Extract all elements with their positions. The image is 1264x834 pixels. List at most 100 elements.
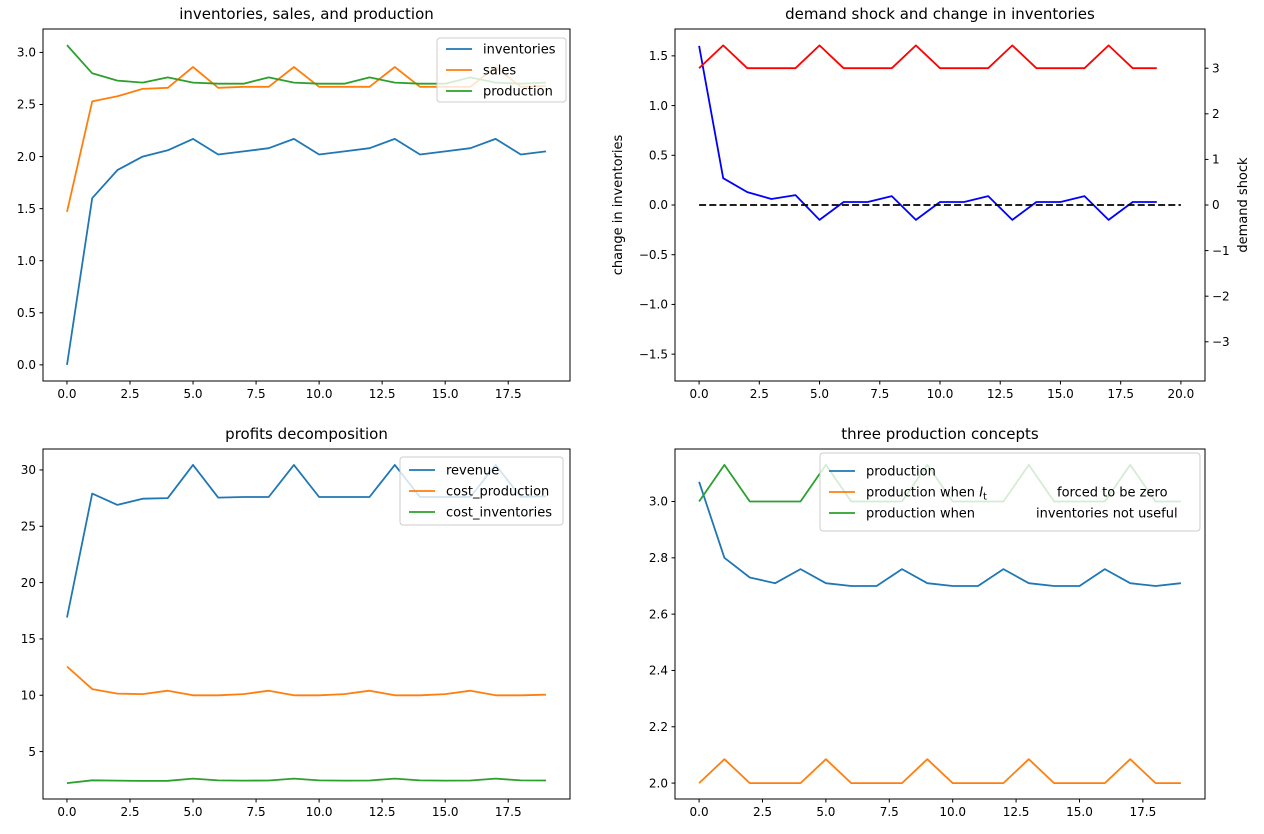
x-tick-label: 15.0 xyxy=(1066,805,1093,819)
y-tick-label: 2.8 xyxy=(649,551,668,565)
x-tick-label: 12.5 xyxy=(987,387,1014,401)
y-tick-label: 0.0 xyxy=(649,198,668,212)
y-tick-label: 0.5 xyxy=(17,306,36,320)
legend-label: revenue xyxy=(446,464,499,479)
y-tick-label: 2.2 xyxy=(649,720,668,734)
x-tick-label: 10.0 xyxy=(927,387,954,401)
three-production-concepts-legend: production production when It forced to be… xyxy=(819,452,1201,532)
x-tick-label: 7.5 xyxy=(880,805,899,819)
x-tick-label: 17.5 xyxy=(1130,805,1157,819)
right-y-tick-label: −2 xyxy=(1212,289,1230,303)
demand-shock-change-in-inventories-line-demand-shock xyxy=(698,44,1157,70)
panel-three-production-concepts: 0.0 2.5 5.0 7.5 10.0 12.5 15.0 17.5 2.0 2.2 2.4 2.6… xyxy=(649,425,1206,819)
y-tick-label: 3.0 xyxy=(17,46,36,60)
legend-label: cost_production xyxy=(446,485,549,500)
right-y-tick-label: 3 xyxy=(1212,61,1220,75)
three-production-concepts-line-production xyxy=(698,481,1181,587)
x-tick-label: 0.0 xyxy=(690,387,709,401)
x-tick-label: 0.0 xyxy=(57,387,76,401)
profits-decomposition-line-cost-inventories xyxy=(66,777,547,784)
y-tick-label: −1.5 xyxy=(639,347,668,361)
x-tick-label: 5.0 xyxy=(183,387,202,401)
x-tick-label: 5.0 xyxy=(810,387,829,401)
legend-label: cost_inventories xyxy=(446,506,552,521)
profits-decomposition-legend: revenue cost_production cost_inventories xyxy=(399,456,564,526)
x-tick-label: 17.5 xyxy=(1107,387,1134,401)
y-tick-label: 2.5 xyxy=(17,98,36,112)
demand-shock-change-in-inventories-right-axis-label: demand shock xyxy=(1236,157,1251,253)
x-tick-label: 2.5 xyxy=(753,805,772,819)
profits-decomposition-line-cost-production xyxy=(66,665,547,697)
y-tick-label: 2.4 xyxy=(649,664,668,678)
y-tick-label: 25 xyxy=(21,519,36,533)
y-tick-label: 15 xyxy=(21,632,36,646)
legend-label: inventories xyxy=(483,43,556,58)
y-tick-label: −0.5 xyxy=(639,248,668,262)
demand-shock-change-in-inventories-left-axis-label: change in inventories xyxy=(611,135,626,276)
x-tick-label: 7.5 xyxy=(870,387,889,401)
right-y-tick-label: 1 xyxy=(1212,153,1220,167)
demand-shock-change-in-inventories-y-axis: −1.5 −1.0 −0.5 0.0 0.5 1.0 1.5 xyxy=(639,49,675,361)
y-tick-label: 10 xyxy=(21,688,36,702)
profits-decomposition-axes-frame xyxy=(42,448,571,800)
three-production-concepts-x-axis: 0.0 2.5 5.0 7.5 10.0 12.5 15.0 17.5 xyxy=(690,799,1157,819)
profits-decomposition-title: profits decomposition xyxy=(225,425,388,443)
x-tick-label: 17.5 xyxy=(495,387,522,401)
x-tick-label: 7.5 xyxy=(247,805,266,819)
panel-profits-decomposition: 0.0 2.5 5.0 7.5 10.0 12.5 15.0 17.5 5 10 15 20 25 30 p… xyxy=(21,425,571,819)
x-tick-label: 15.0 xyxy=(1047,387,1074,401)
y-tick-label: 0.0 xyxy=(17,358,36,372)
demand-shock-change-in-inventories-title: demand shock and change in inventories xyxy=(785,5,1095,23)
y-tick-label: 3.0 xyxy=(649,495,668,509)
y-tick-label: 5 xyxy=(28,745,36,759)
legend-box xyxy=(399,456,564,526)
x-tick-label: 2.5 xyxy=(120,805,139,819)
x-tick-label: 20.0 xyxy=(1168,387,1195,401)
legend-label: sales xyxy=(483,64,516,79)
x-tick-label: 5.0 xyxy=(183,805,202,819)
inventories-sales-production-y-axis: 0.0 0.5 1.0 1.5 2.0 2.5 3.0 xyxy=(17,46,43,372)
demand-shock-change-in-inventories-x-axis: 0.0 2.5 5.0 7.5 10.0 12.5 15.0 17.5 20.0 xyxy=(690,381,1195,401)
demand-shock-change-in-inventories-right-y-axis: −3 −2 −1 0 1 2 3 xyxy=(1205,61,1230,349)
y-tick-label: 1.5 xyxy=(649,49,668,63)
y-tick-label: 2.0 xyxy=(649,776,668,790)
x-tick-label: 10.0 xyxy=(306,805,333,819)
legend-box xyxy=(436,37,567,103)
panel-demand-shock-change-in-inventories: 0.0 2.5 5.0 7.5 10.0 12.5 15.0 17.5 20.0−1.5−1.0… xyxy=(611,5,1251,401)
x-tick-label: 12.5 xyxy=(1003,805,1030,819)
legend-label: production when It forced to be zero xyxy=(866,486,1168,503)
x-tick-label: 10.0 xyxy=(939,805,966,819)
y-tick-label: 0.5 xyxy=(649,148,668,162)
panel-inventories-sales-production: 0.0 2.5 5.0 7.5 10.0 12.5 15.0 17.5 0.0 0.5 1.0 1.5… xyxy=(17,5,571,401)
inventories-sales-production-axes-frame xyxy=(42,28,571,382)
legend-label: production xyxy=(866,465,936,480)
y-tick-label: 1.0 xyxy=(17,254,36,268)
y-tick-label: −1.0 xyxy=(639,298,668,312)
x-tick-label: 17.5 xyxy=(495,805,522,819)
three-production-concepts-title: three production concepts xyxy=(841,425,1039,443)
inventories-sales-production-legend: inventories sales production xyxy=(436,37,567,103)
x-tick-label: 12.5 xyxy=(369,805,396,819)
inventories-sales-production-line-inventories xyxy=(66,137,547,366)
three-production-concepts-axes-frame xyxy=(674,448,1206,800)
x-tick-label: 15.0 xyxy=(432,387,459,401)
right-y-tick-label: 0 xyxy=(1212,198,1220,212)
x-tick-label: 0.0 xyxy=(690,805,709,819)
legend-label: production when inventories not useful xyxy=(866,507,1178,522)
x-tick-label: 0.0 xyxy=(57,805,76,819)
legend-label: production xyxy=(483,85,553,100)
right-y-tick-label: −1 xyxy=(1212,244,1230,258)
three-production-concepts-y-axis: 2.0 2.2 2.4 2.6 2.8 3.0 xyxy=(649,495,675,790)
x-tick-label: 2.5 xyxy=(750,387,769,401)
x-tick-label: 15.0 xyxy=(432,805,459,819)
inventories-sales-production-x-axis: 0.0 2.5 5.0 7.5 10.0 12.5 15.0 17.5 xyxy=(57,381,522,401)
three-production-concepts-line-production-when-it-forced-to-be-zero xyxy=(698,758,1181,784)
x-tick-label: 5.0 xyxy=(816,805,835,819)
y-tick-label: 2.6 xyxy=(649,607,668,621)
y-tick-label: 30 xyxy=(21,463,36,477)
y-tick-label: 20 xyxy=(21,576,36,590)
x-tick-label: 7.5 xyxy=(247,387,266,401)
